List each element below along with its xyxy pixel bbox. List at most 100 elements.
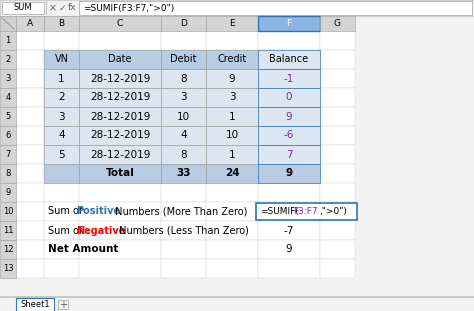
Text: 9: 9 bbox=[228, 73, 235, 83]
Bar bbox=[79, 164, 161, 183]
Text: 4: 4 bbox=[180, 131, 187, 141]
Bar bbox=[44, 126, 79, 145]
Text: 5: 5 bbox=[5, 112, 10, 121]
Bar bbox=[320, 69, 355, 88]
Bar bbox=[206, 69, 258, 88]
Text: Sheet1: Sheet1 bbox=[20, 300, 50, 309]
Bar bbox=[320, 183, 355, 202]
Bar bbox=[206, 259, 258, 278]
Text: 3: 3 bbox=[5, 74, 11, 83]
Text: 28-12-2019: 28-12-2019 bbox=[90, 112, 150, 122]
Bar bbox=[161, 69, 206, 88]
Text: 28-12-2019: 28-12-2019 bbox=[90, 92, 150, 103]
Text: E: E bbox=[229, 19, 235, 28]
Bar bbox=[206, 202, 258, 221]
Bar bbox=[258, 69, 320, 88]
Text: Numbers (Less Than Zero): Numbers (Less Than Zero) bbox=[116, 225, 249, 235]
Bar bbox=[0, 126, 16, 145]
Bar bbox=[161, 259, 206, 278]
Text: 10: 10 bbox=[177, 112, 190, 122]
Text: Credit: Credit bbox=[218, 54, 246, 64]
Bar bbox=[320, 240, 355, 259]
Text: 4: 4 bbox=[58, 131, 65, 141]
Bar bbox=[16, 145, 44, 164]
Bar bbox=[258, 202, 320, 221]
Bar bbox=[161, 145, 206, 164]
Bar bbox=[258, 126, 320, 145]
Bar bbox=[258, 88, 320, 107]
Text: C: C bbox=[117, 19, 123, 28]
Bar bbox=[79, 183, 161, 202]
Bar bbox=[2, 2, 44, 14]
Bar bbox=[206, 88, 258, 107]
Bar bbox=[79, 50, 161, 69]
Bar bbox=[79, 107, 161, 126]
Bar bbox=[0, 145, 16, 164]
Bar bbox=[258, 50, 320, 69]
Text: G: G bbox=[334, 19, 341, 28]
Bar bbox=[258, 164, 320, 183]
Bar bbox=[16, 240, 44, 259]
Bar bbox=[44, 16, 79, 31]
Bar bbox=[44, 126, 79, 145]
Bar bbox=[206, 145, 258, 164]
Bar bbox=[79, 164, 161, 183]
Text: 33: 33 bbox=[176, 169, 191, 179]
Text: 1: 1 bbox=[5, 36, 10, 45]
Bar bbox=[161, 88, 206, 107]
Bar bbox=[44, 31, 79, 50]
Bar bbox=[206, 16, 258, 31]
Bar bbox=[79, 221, 161, 240]
Bar bbox=[0, 16, 16, 31]
Bar bbox=[79, 69, 161, 88]
Bar bbox=[161, 183, 206, 202]
Text: 10: 10 bbox=[226, 131, 238, 141]
Text: Net Amount: Net Amount bbox=[48, 244, 118, 254]
Text: 11: 11 bbox=[3, 226, 13, 235]
Text: A: A bbox=[27, 19, 33, 28]
Bar bbox=[161, 88, 206, 107]
Bar bbox=[44, 164, 79, 183]
Bar bbox=[206, 88, 258, 107]
Bar bbox=[320, 50, 355, 69]
Bar bbox=[44, 88, 79, 107]
Text: ,">0"): ,">0") bbox=[319, 207, 347, 216]
Bar bbox=[0, 221, 16, 240]
Bar bbox=[258, 31, 320, 50]
Bar bbox=[79, 240, 161, 259]
Text: =SUMIF(F3:F7,">0"): =SUMIF(F3:F7,">0") bbox=[83, 3, 174, 12]
Text: 9: 9 bbox=[286, 244, 292, 254]
Bar bbox=[206, 107, 258, 126]
Text: VN: VN bbox=[55, 54, 69, 64]
Bar bbox=[0, 88, 16, 107]
Bar bbox=[258, 145, 320, 164]
Text: F3:F7: F3:F7 bbox=[293, 207, 318, 216]
Text: 4: 4 bbox=[5, 93, 10, 102]
Text: 6: 6 bbox=[5, 131, 11, 140]
Bar bbox=[79, 126, 161, 145]
Text: 28-12-2019: 28-12-2019 bbox=[90, 73, 150, 83]
Text: Date: Date bbox=[108, 54, 132, 64]
Bar bbox=[320, 126, 355, 145]
Bar bbox=[16, 183, 44, 202]
Bar bbox=[161, 164, 206, 183]
Bar bbox=[161, 145, 206, 164]
Bar bbox=[161, 164, 206, 183]
Bar bbox=[206, 50, 258, 69]
Bar bbox=[79, 88, 161, 107]
Bar bbox=[16, 259, 44, 278]
Bar bbox=[320, 221, 355, 240]
Bar bbox=[258, 69, 320, 88]
Bar bbox=[161, 69, 206, 88]
Bar bbox=[320, 31, 355, 50]
Text: 0: 0 bbox=[286, 92, 292, 103]
Bar bbox=[79, 16, 161, 31]
Text: 5: 5 bbox=[58, 150, 65, 160]
Text: ✓: ✓ bbox=[58, 3, 66, 12]
Bar bbox=[258, 259, 320, 278]
Bar bbox=[161, 202, 206, 221]
Bar bbox=[206, 164, 258, 183]
Bar bbox=[206, 31, 258, 50]
Bar bbox=[0, 69, 16, 88]
Text: SUM: SUM bbox=[14, 3, 32, 12]
